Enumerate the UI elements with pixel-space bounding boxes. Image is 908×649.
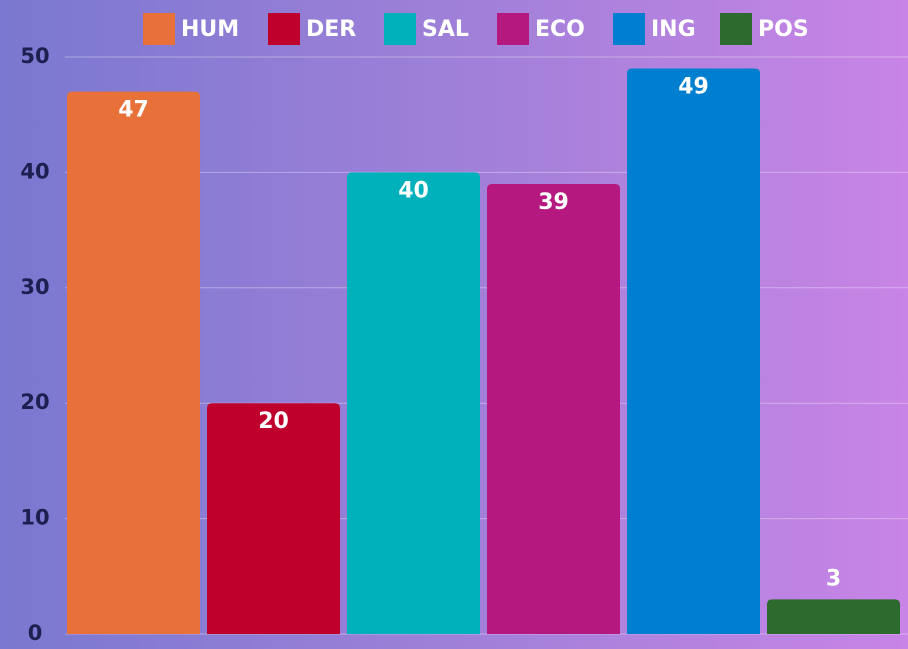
- bar: [487, 183, 620, 634]
- data-label: 20: [258, 409, 289, 434]
- y-tick-label: 30: [20, 275, 49, 299]
- legend-label: HUM: [181, 17, 239, 42]
- data-label: 47: [118, 98, 149, 123]
- legend-swatch: [268, 13, 300, 45]
- legend-label: POS: [758, 17, 809, 42]
- legend-swatch: [143, 13, 175, 45]
- y-tick-label: 40: [20, 159, 49, 183]
- legend-label: DER: [306, 17, 356, 42]
- y-tick-label: 50: [20, 44, 49, 68]
- data-label: 49: [678, 75, 709, 100]
- legend-label: ING: [651, 17, 696, 42]
- y-tick-label: 20: [20, 390, 49, 414]
- legend-label: SAL: [422, 17, 469, 42]
- bar: [627, 68, 760, 635]
- data-label: 39: [538, 190, 569, 215]
- legend-swatch: [613, 13, 645, 45]
- bar: [767, 599, 900, 634]
- data-label: 40: [398, 178, 429, 203]
- data-label: 3: [826, 566, 841, 591]
- bar: [207, 403, 340, 634]
- legend-label: ECO: [535, 17, 585, 42]
- bar: [67, 91, 200, 635]
- y-tick-label: 0: [28, 621, 43, 645]
- legend-swatch: [497, 13, 529, 45]
- legend-swatch: [384, 13, 416, 45]
- legend-swatch: [720, 13, 752, 45]
- y-tick-label: 10: [20, 506, 49, 530]
- bar: [347, 172, 480, 634]
